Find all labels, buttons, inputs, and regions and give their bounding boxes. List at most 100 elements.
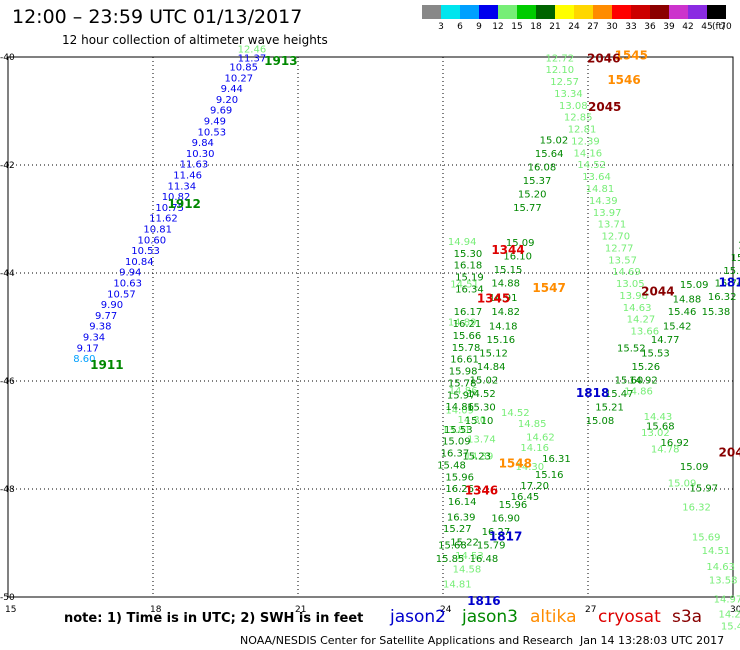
- y-tick-label: -48: [0, 485, 15, 495]
- data-label-jason2: 10.75: [155, 203, 184, 214]
- data-label-jason2: 10.84: [125, 257, 154, 268]
- data-label-jason3-dark: 15.16: [723, 266, 740, 277]
- y-tick-label: -46: [0, 377, 15, 387]
- data-label-time-labels-blue: 1819: [719, 276, 740, 290]
- data-label-jason2: 10.30: [186, 149, 215, 160]
- colorbar-label: 3: [438, 22, 444, 32]
- data-label-jason3: 15.09: [668, 478, 697, 489]
- data-label-jason3: 14.62: [526, 432, 555, 443]
- data-label-jason3-dark: 16.90: [491, 513, 520, 524]
- colorbar-label: 36: [644, 22, 656, 32]
- data-label-jason3-dark: 16.27: [482, 527, 511, 538]
- x-tick-label: 27: [585, 605, 596, 615]
- data-label-time-labels-blue: 1816: [467, 594, 500, 608]
- data-label-jason3-dark: 15.47: [605, 389, 634, 400]
- data-label-jason3-dark: 15.52: [617, 343, 646, 354]
- data-label-jason3-dark: 15.09: [442, 437, 471, 448]
- data-label-s3a: 2043: [719, 446, 740, 460]
- data-label-jason3-dark: 16.17: [454, 307, 483, 318]
- data-label-jason3: 14.53: [455, 551, 484, 562]
- data-label-jason3-dark: 15.77: [513, 203, 542, 214]
- data-label-jason3: 14.85: [518, 419, 547, 430]
- colorbar-label: 30: [606, 22, 618, 32]
- data-label-jason3: 13.98: [619, 291, 648, 302]
- data-label-altika: 1547: [532, 281, 565, 295]
- colorbar-swatch: [650, 5, 669, 19]
- data-label-jason2: 11.34: [168, 181, 197, 192]
- colorbar-swatch: [498, 5, 517, 19]
- data-label-jason3-dark: 15.74: [715, 279, 740, 290]
- data-label-jason3: 15.42: [721, 621, 740, 632]
- data-label-jason3: 14.27: [627, 315, 656, 326]
- data-label-jason3-dark: 16.45: [511, 492, 540, 503]
- data-label-s3a: 2045: [588, 100, 621, 114]
- data-label-altika: 1546: [607, 73, 640, 87]
- data-label-jason2: 10.53: [131, 246, 160, 257]
- data-label-time-labels: 1911: [90, 358, 123, 372]
- data-label-jason3: 12.72: [545, 53, 574, 64]
- colorbar-label: 12: [492, 22, 504, 32]
- data-label-jason3-dark: 15.37: [523, 176, 552, 187]
- data-label-jason2: 11.62: [149, 214, 178, 225]
- data-label-jason2: 11.37: [238, 53, 267, 64]
- data-label-jason3-dark: 14.82: [491, 307, 520, 318]
- footer-note: note: 1) Time is in UTC; 2) SWH is in fe…: [64, 611, 364, 626]
- colorbar-swatch: [574, 5, 593, 19]
- data-label-jason3: 12.46: [238, 45, 267, 56]
- data-label-jason3-dark: 16.48: [470, 554, 499, 565]
- data-label-jason2: 9.49: [204, 117, 226, 128]
- data-label-altika: 1545: [615, 49, 648, 63]
- data-label-jason3-dark: 15.66: [453, 331, 482, 342]
- data-label-cryosat: 1345: [477, 292, 510, 306]
- data-label-jason2: 10.53: [197, 127, 226, 138]
- data-label-jason3-dark: 14.84: [477, 362, 506, 373]
- data-label-jason3-dark: 15.10: [465, 416, 494, 427]
- data-label-jason3-dark: 15.27: [443, 524, 472, 535]
- data-label-jason3-dark: 15.48: [437, 460, 466, 471]
- colorbar-swatch: [517, 5, 536, 19]
- x-tick-label: 18: [150, 605, 162, 615]
- data-label-jason3-dark: 15.30: [454, 249, 483, 260]
- colorbar-swatch: [669, 5, 688, 19]
- data-label-jason3: 12.39: [571, 136, 600, 147]
- data-label-jason3-dark: 15.19: [455, 273, 484, 284]
- data-label-jason3-dark: 15.97: [447, 390, 476, 401]
- data-label-jason3-dark: 14.92: [629, 376, 658, 387]
- data-label-jason3-dark: 14.18: [489, 322, 518, 333]
- data-label-jason3-dark: 15.02: [470, 376, 499, 387]
- colorbar-label: 9: [476, 22, 482, 32]
- data-label-jason3-dark: 15.38: [702, 307, 731, 318]
- data-label-jason3: 13.71: [598, 220, 627, 231]
- data-label-jason3: 14.30: [458, 415, 487, 426]
- data-label-jason3: 14.43: [644, 412, 673, 423]
- data-label-jason3-dark: 14.88: [673, 295, 702, 306]
- colorbar-swatch: [688, 5, 707, 19]
- data-label-jason3-dark: 15.20: [518, 189, 547, 200]
- colorbar-swatch: [707, 5, 726, 19]
- data-label-jason3-dark: 15.78: [452, 343, 481, 354]
- data-label-jason3: 14.39: [465, 451, 494, 462]
- data-label-jason2: 9.20: [216, 95, 238, 106]
- data-label-jason3: 14.52: [577, 160, 606, 171]
- data-label-time-labels-blue: 1817: [489, 529, 522, 543]
- data-label-time-labels: 1913: [264, 54, 297, 68]
- data-label-jason3: 14.27: [719, 610, 740, 621]
- data-label-jason3-dark: 16.14: [448, 497, 477, 508]
- data-label-jason2-low: 8.60: [73, 354, 95, 365]
- colorbar-label: 27: [587, 22, 599, 32]
- data-label-jason3: 14.51: [450, 280, 479, 291]
- data-label-jason3-dark: 15.53: [444, 425, 473, 436]
- data-label-jason3-dark: 15.97: [690, 484, 719, 495]
- footer-credit: NOAA/NESDIS Center for Satellite Applica…: [240, 634, 574, 647]
- data-label-jason3: 14.63: [706, 562, 735, 573]
- data-label-jason3: 14.16: [520, 443, 549, 454]
- colorbar-swatch: [612, 5, 631, 19]
- colorbar-swatch: [422, 5, 441, 19]
- data-label-jason2: 10.82: [162, 192, 191, 203]
- x-tick-label: 24: [440, 605, 452, 615]
- data-label-cryosat: 1344: [491, 243, 524, 257]
- data-label-jason3-dark: 15.30: [467, 403, 496, 414]
- data-label-jason2: 9.77: [95, 311, 117, 322]
- data-label-jason3-dark: 16.37: [441, 449, 470, 460]
- data-label-jason3-dark: 16.92: [661, 438, 690, 449]
